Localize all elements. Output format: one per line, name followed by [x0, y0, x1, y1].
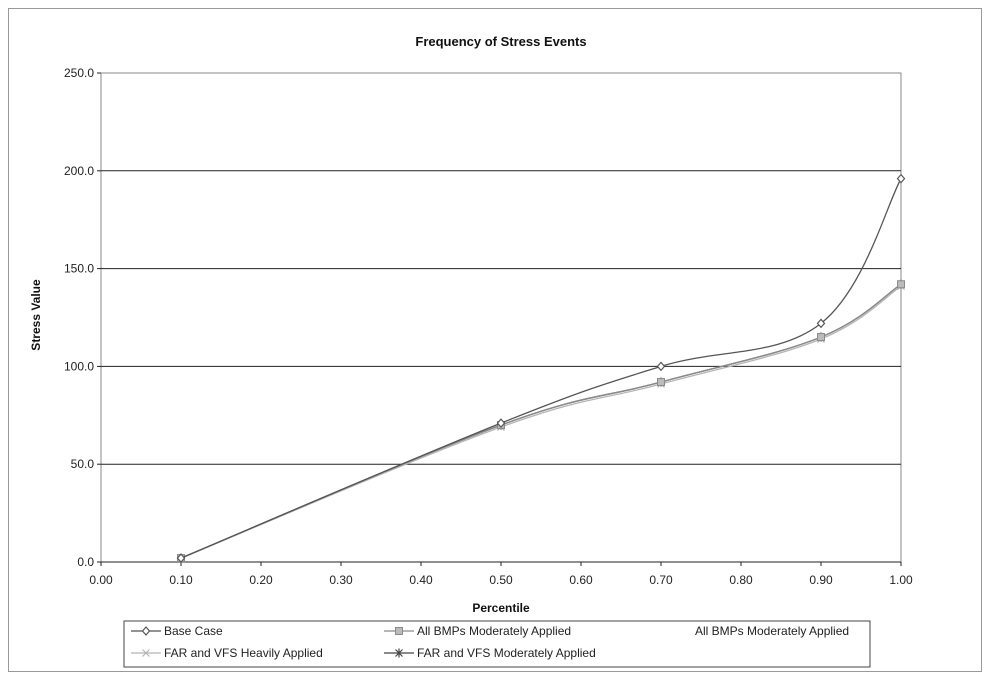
y-tick-label: 50.0	[71, 457, 95, 471]
legend-item: Base Case	[131, 624, 223, 638]
x-tick-label: 0.60	[569, 573, 593, 587]
y-tick-label: 150.0	[64, 262, 94, 276]
y-tick-label: 200.0	[64, 164, 94, 178]
legend-label: All BMPs Moderately Applied	[695, 624, 849, 638]
x-axis-ticks: 0.00 0.10 0.20 0.30 0.40 0.50 0.60 0.70 0.80 0.90…	[89, 562, 913, 587]
data-point	[141, 626, 151, 636]
x-tick-label: 0.00	[89, 573, 113, 587]
series-path	[180, 178, 902, 559]
legend-box	[123, 620, 871, 668]
y-tick-label: 250.0	[64, 66, 94, 80]
data-point	[657, 378, 665, 387]
x-tick-label: 0.30	[329, 573, 353, 587]
y-axis-label: Stress Value	[29, 279, 43, 351]
legend-item: FAR and VFS Heavily Applied	[131, 646, 323, 660]
data-point	[656, 361, 666, 372]
chart-title: Frequency of Stress Events	[415, 34, 586, 49]
y-tick-label: 0.0	[77, 555, 94, 569]
x-tick-label: 0.50	[489, 573, 513, 587]
series-line	[176, 173, 906, 563]
legend-item: FAR and VFS Moderately Applied	[384, 646, 596, 660]
legend-item: All BMPs Moderately Applied	[384, 624, 571, 638]
x-tick-label: 0.70	[649, 573, 673, 587]
x-tick-label: 1.00	[889, 573, 913, 587]
x-tick-label: 0.20	[249, 573, 273, 587]
data-point	[142, 649, 150, 657]
data-point	[897, 280, 905, 289]
chart-frame: Frequency of Stress Events 0.0 50.0 100.0 1…	[8, 8, 982, 672]
data-point	[896, 173, 906, 184]
data-point	[496, 418, 506, 429]
data-point	[395, 627, 403, 635]
legend-label: FAR and VFS Moderately Applied	[417, 646, 596, 660]
legend-label: FAR and VFS Heavily Applied	[164, 646, 323, 660]
data-point	[395, 648, 403, 658]
x-tick-label: 0.40	[409, 573, 433, 587]
plot-border	[100, 72, 902, 563]
legend: Base Case All BMPs Moderately Applied All …	[123, 620, 871, 668]
data-point	[816, 318, 826, 329]
legend-label: Base Case	[164, 624, 223, 638]
line-chart: Frequency of Stress Events 0.0 50.0 100.0 1…	[29, 34, 913, 668]
x-tick-label: 0.80	[729, 573, 753, 587]
x-tick-label: 0.90	[809, 573, 833, 587]
x-axis-label: Percentile	[472, 601, 530, 615]
series-path	[180, 285, 902, 559]
series-layer	[176, 173, 906, 563]
y-tick-label: 100.0	[64, 359, 94, 373]
legend-label: All BMPs Moderately Applied	[417, 624, 571, 638]
legend-item: All BMPs Moderately Applied	[695, 624, 849, 638]
y-axis-ticks: 0.0 50.0 100.0 150.0 200.0 250.0	[64, 66, 101, 569]
x-tick-label: 0.10	[169, 573, 193, 587]
plot-area	[100, 72, 902, 563]
data-point	[176, 553, 186, 563]
data-point	[817, 333, 825, 342]
